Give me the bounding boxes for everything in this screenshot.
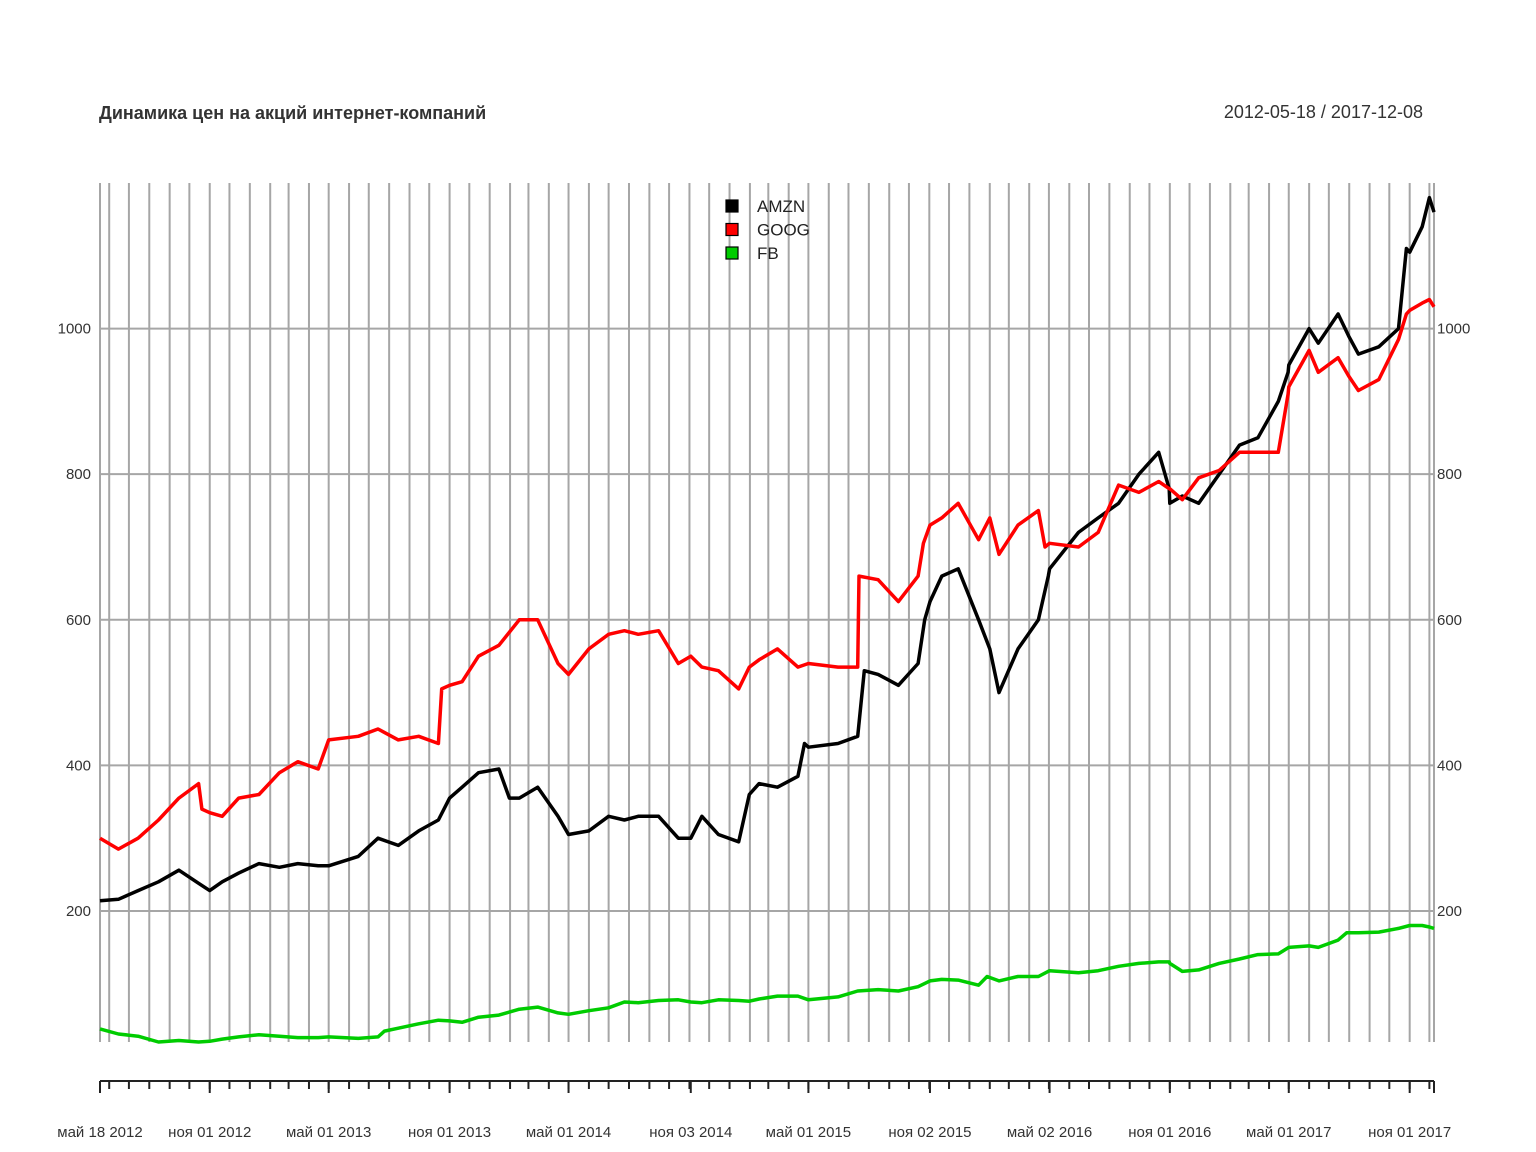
y-tick-label-left: 200 (66, 903, 91, 920)
x-axis: май 18 2012 ноя 01 2012 май 01 2013 ноя 01 … (57, 1080, 1451, 1141)
x-tick-label: май 18 2012 (57, 1124, 142, 1141)
x-tick-label: ноя 01 2017 (1368, 1124, 1451, 1141)
legend-label-goog: GOOG (757, 221, 810, 240)
x-tick-label: ноя 02 2015 (888, 1124, 971, 1141)
y-tick-label-left: 1000 (58, 321, 91, 338)
y-tick-label-right: 400 (1437, 757, 1462, 774)
legend-swatch-amzn (725, 199, 739, 213)
x-tick-label: май 01 2013 (286, 1124, 371, 1141)
y-tick-label-right: 200 (1437, 903, 1462, 920)
x-tick-label: май 01 2014 (526, 1124, 611, 1141)
series-line-fb (99, 923, 1435, 1044)
x-tick-label: ноя 01 2013 (408, 1124, 491, 1141)
x-tick-label: май 01 2017 (1246, 1124, 1331, 1141)
y-tick-label-right: 600 (1437, 612, 1462, 629)
y-tick-label-right: 800 (1437, 466, 1462, 483)
y-tick-label-left: 600 (66, 612, 91, 629)
y-tick-label-left: 400 (66, 757, 91, 774)
y-tick-label-right: 1000 (1437, 321, 1470, 338)
y-tick-label-left: 800 (66, 466, 91, 483)
legend-swatch-fb (725, 246, 739, 260)
y-axis-right: 200 400 600 800 1000 (1437, 321, 1470, 920)
legend-swatch-goog (725, 222, 739, 237)
legend-label-amzn: AMZN (757, 197, 805, 216)
series-lines (99, 195, 1436, 1044)
x-tick-label: ноя 03 2014 (649, 1124, 732, 1141)
date-range-label: 2012-05-18 / 2017-12-08 (1224, 102, 1423, 122)
x-tick-label: май 01 2015 (766, 1124, 851, 1141)
chart-title: Динамика цен на акций интернет-компаний (99, 103, 486, 123)
x-tick-label: ноя 01 2012 (168, 1124, 251, 1141)
series-line-goog (99, 297, 1436, 851)
grid (99, 183, 1435, 1042)
y-axis-left: 200 400 600 800 1000 (58, 321, 91, 920)
legend-label-fb: FB (757, 244, 779, 263)
series-line-amzn (99, 195, 1436, 903)
x-tick-label: май 02 2016 (1007, 1124, 1092, 1141)
x-tick-label: ноя 01 2016 (1128, 1124, 1211, 1141)
legend: AMZN GOOG FB (725, 197, 810, 263)
